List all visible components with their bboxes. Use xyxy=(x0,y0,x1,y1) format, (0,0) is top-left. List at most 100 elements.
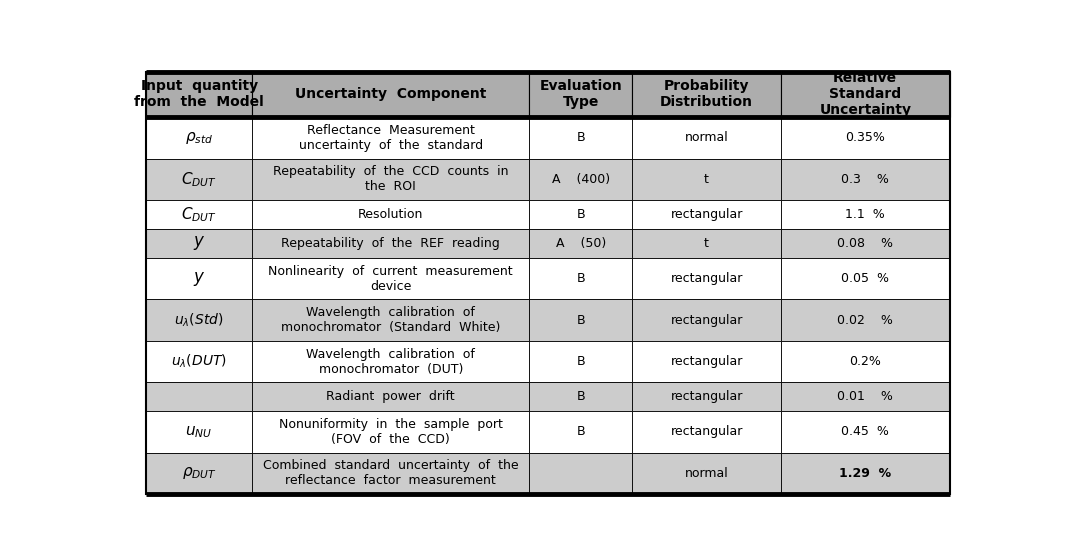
Bar xyxy=(529,341,632,382)
Text: 0.2%: 0.2% xyxy=(850,355,881,368)
Text: $\rho_{DUT}$: $\rho_{DUT}$ xyxy=(182,465,217,482)
Text: Relative
Standard
Uncertainty: Relative Standard Uncertainty xyxy=(819,71,911,118)
Text: Uncertainty  Component: Uncertainty Component xyxy=(295,87,486,101)
Text: B: B xyxy=(576,131,585,144)
Bar xyxy=(529,452,632,494)
Text: $y$: $y$ xyxy=(192,270,205,288)
Bar xyxy=(781,258,949,300)
Bar xyxy=(252,341,529,382)
Bar xyxy=(529,382,632,411)
Text: $y$: $y$ xyxy=(192,235,205,253)
Text: 0.01    %: 0.01 % xyxy=(837,390,894,403)
Bar xyxy=(781,158,949,200)
Text: Repeatability  of  the  REF  reading: Repeatability of the REF reading xyxy=(281,237,500,250)
Bar xyxy=(146,72,252,117)
Bar xyxy=(252,382,529,411)
Bar xyxy=(781,229,949,258)
Text: rectangular: rectangular xyxy=(670,208,743,221)
Bar xyxy=(632,229,781,258)
Bar xyxy=(529,158,632,200)
Bar xyxy=(632,411,781,452)
Bar xyxy=(252,117,529,158)
Text: Wavelength  calibration  of
monochromator  (DUT): Wavelength calibration of monochromator … xyxy=(307,348,476,376)
Bar xyxy=(252,411,529,452)
Text: 0.05  %: 0.05 % xyxy=(841,272,889,285)
Text: B: B xyxy=(576,355,585,368)
Bar xyxy=(252,300,529,341)
Bar xyxy=(529,300,632,341)
Bar xyxy=(781,382,949,411)
Bar xyxy=(781,72,949,117)
Bar xyxy=(632,158,781,200)
Bar xyxy=(146,382,252,411)
Text: 0.02    %: 0.02 % xyxy=(837,314,894,326)
Text: $C_{DUT}$: $C_{DUT}$ xyxy=(181,205,217,224)
Text: Resolution: Resolution xyxy=(358,208,423,221)
Bar xyxy=(632,382,781,411)
Text: 0.45  %: 0.45 % xyxy=(841,426,889,438)
Bar xyxy=(781,200,949,229)
Bar xyxy=(529,411,632,452)
Text: Repeatability  of  the  CCD  counts  in
the  ROI: Repeatability of the CCD counts in the R… xyxy=(273,165,509,193)
Bar xyxy=(252,229,529,258)
Bar xyxy=(632,258,781,300)
Bar xyxy=(146,229,252,258)
Bar xyxy=(632,200,781,229)
Text: B: B xyxy=(576,314,585,326)
Bar xyxy=(252,258,529,300)
Text: A    (400): A (400) xyxy=(552,172,610,186)
Bar xyxy=(146,158,252,200)
Bar xyxy=(781,117,949,158)
Bar xyxy=(146,117,252,158)
Bar xyxy=(529,72,632,117)
Text: B: B xyxy=(576,390,585,403)
Text: t: t xyxy=(704,237,709,250)
Text: rectangular: rectangular xyxy=(670,390,743,403)
Text: Evaluation
Type: Evaluation Type xyxy=(540,79,622,109)
Bar xyxy=(529,229,632,258)
Text: $u_{\lambda}(DUT)$: $u_{\lambda}(DUT)$ xyxy=(171,353,227,370)
Text: $u_{NU}$: $u_{NU}$ xyxy=(186,424,213,440)
Bar xyxy=(781,341,949,382)
Text: A    (50): A (50) xyxy=(556,237,606,250)
Text: 1.29  %: 1.29 % xyxy=(839,467,892,480)
Text: $\rho_{std}$: $\rho_{std}$ xyxy=(185,130,213,146)
Bar xyxy=(781,300,949,341)
Text: t: t xyxy=(704,172,709,186)
Bar xyxy=(146,300,252,341)
Bar xyxy=(529,258,632,300)
Bar xyxy=(146,452,252,494)
Text: rectangular: rectangular xyxy=(670,272,743,285)
Bar xyxy=(252,72,529,117)
Bar xyxy=(632,452,781,494)
Text: rectangular: rectangular xyxy=(670,314,743,326)
Bar xyxy=(252,452,529,494)
Text: normal: normal xyxy=(685,131,728,144)
Text: 0.3    %: 0.3 % xyxy=(841,172,889,186)
Text: 0.08    %: 0.08 % xyxy=(837,237,894,250)
Text: 0.35%: 0.35% xyxy=(846,131,885,144)
Bar xyxy=(632,72,781,117)
Text: Probability
Distribution: Probability Distribution xyxy=(660,79,753,109)
Text: Radiant  power  drift: Radiant power drift xyxy=(326,390,455,403)
Bar xyxy=(529,117,632,158)
Bar xyxy=(146,200,252,229)
Bar xyxy=(781,411,949,452)
Text: Combined  standard  uncertainty  of  the
reflectance  factor  measurement: Combined standard uncertainty of the ref… xyxy=(263,459,518,487)
Text: B: B xyxy=(576,208,585,221)
Text: Nonuniformity  in  the  sample  port
(FOV  of  the  CCD): Nonuniformity in the sample port (FOV of… xyxy=(279,418,502,446)
Bar xyxy=(632,341,781,382)
Text: $u_{\lambda}(Std)$: $u_{\lambda}(Std)$ xyxy=(174,311,223,329)
Text: B: B xyxy=(576,426,585,438)
Bar xyxy=(632,300,781,341)
Bar xyxy=(632,117,781,158)
Bar xyxy=(146,411,252,452)
Bar xyxy=(781,452,949,494)
Text: Wavelength  calibration  of
monochromator  (Standard  White): Wavelength calibration of monochromator … xyxy=(281,306,500,334)
Text: Nonlinearity  of  current  measurement
device: Nonlinearity of current measurement devi… xyxy=(268,265,513,293)
Text: rectangular: rectangular xyxy=(670,426,743,438)
Text: B: B xyxy=(576,272,585,285)
Text: Reflectance  Measurement
uncertainty  of  the  standard: Reflectance Measurement uncertainty of t… xyxy=(298,124,483,152)
Text: normal: normal xyxy=(685,467,728,480)
Bar xyxy=(252,200,529,229)
